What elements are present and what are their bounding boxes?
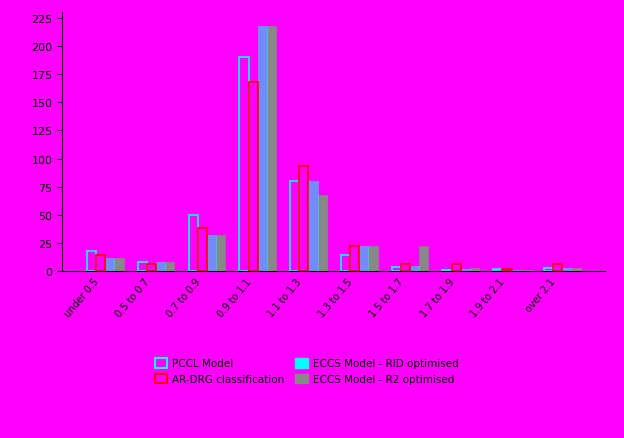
Bar	[461, 269, 470, 272]
Bar	[216, 236, 225, 272]
Bar	[188, 215, 198, 272]
Bar	[419, 247, 428, 272]
Bar	[493, 269, 502, 272]
Bar	[520, 270, 530, 272]
Bar	[105, 258, 114, 272]
Bar	[401, 265, 410, 272]
Bar	[350, 247, 359, 272]
Bar	[308, 182, 318, 272]
Bar	[147, 265, 156, 272]
Bar	[114, 258, 124, 272]
Bar	[318, 195, 327, 272]
Bar	[248, 83, 258, 272]
Bar	[392, 267, 401, 272]
Bar	[258, 27, 267, 272]
Bar	[165, 262, 175, 272]
Bar	[572, 268, 580, 272]
Bar	[96, 256, 105, 272]
Bar	[87, 251, 96, 272]
Bar	[553, 265, 562, 272]
Bar	[267, 27, 276, 272]
Bar	[290, 182, 300, 272]
Bar	[512, 270, 520, 272]
Bar	[470, 268, 479, 272]
Bar	[359, 247, 368, 272]
Bar	[544, 268, 553, 272]
Bar	[198, 229, 207, 272]
Bar	[368, 247, 378, 272]
Bar	[452, 265, 461, 272]
Legend: PCCL Model, AR-DRG classification, ECCS Model - RID optimised, ECCS Model - R2 o: PCCL Model, AR-DRG classification, ECCS …	[150, 354, 463, 388]
Bar	[562, 268, 572, 272]
Bar	[240, 58, 248, 272]
Bar	[442, 270, 452, 272]
Bar	[410, 266, 419, 272]
Bar	[156, 262, 165, 272]
Bar	[502, 269, 512, 272]
Bar	[341, 256, 350, 272]
Bar	[207, 236, 216, 272]
Bar	[300, 167, 308, 272]
Bar	[138, 262, 147, 272]
